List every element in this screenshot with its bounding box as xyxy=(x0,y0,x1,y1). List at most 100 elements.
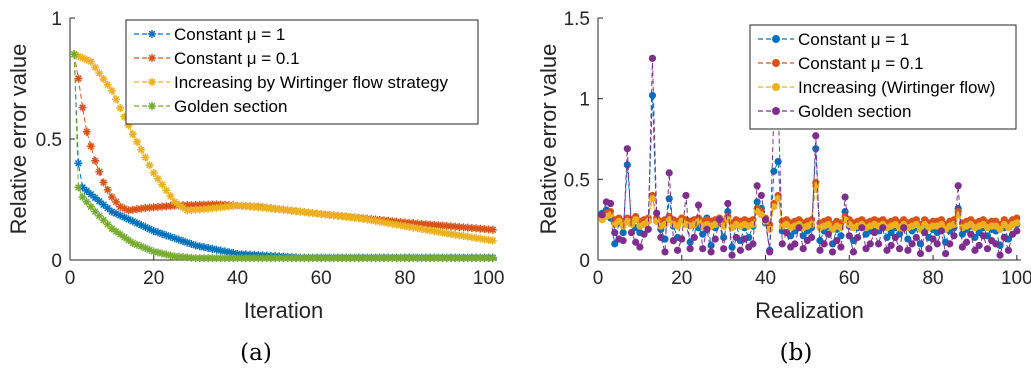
data-point xyxy=(179,203,188,212)
y-tick-label: 0 xyxy=(579,251,590,272)
data-point xyxy=(82,127,91,136)
data-point xyxy=(996,251,1004,259)
data-point xyxy=(158,202,167,211)
data-point xyxy=(183,253,192,262)
data-point xyxy=(304,208,313,217)
data-point xyxy=(887,228,895,237)
data-point xyxy=(632,238,640,246)
data-point xyxy=(665,169,673,177)
data-point xyxy=(338,254,347,263)
data-point xyxy=(107,224,116,233)
data-point xyxy=(103,220,112,229)
data-point xyxy=(774,195,782,203)
data-point xyxy=(837,243,845,251)
data-point xyxy=(887,241,895,250)
data-point xyxy=(237,254,246,263)
x-tick-label: 100 xyxy=(1001,268,1031,289)
data-point xyxy=(174,252,183,261)
data-point xyxy=(623,161,631,169)
data-point xyxy=(137,242,146,251)
data-point xyxy=(828,248,837,256)
data-point xyxy=(333,254,342,263)
legend-marker xyxy=(772,83,780,91)
data-point xyxy=(354,214,363,223)
legend-marker xyxy=(148,30,156,38)
data-point xyxy=(300,208,309,217)
data-point xyxy=(442,254,451,263)
data-point xyxy=(78,183,87,192)
data-point xyxy=(699,245,707,253)
data-point xyxy=(279,205,288,214)
data-point xyxy=(384,219,393,228)
data-point xyxy=(95,197,104,206)
x-tick-label: 80 xyxy=(394,268,415,289)
data-point xyxy=(220,254,229,263)
data-point xyxy=(149,226,158,235)
data-point xyxy=(183,238,192,247)
data-point xyxy=(770,167,778,175)
data-point xyxy=(220,247,229,256)
data-point xyxy=(107,86,116,95)
data-point xyxy=(229,202,238,211)
data-point xyxy=(392,220,401,229)
data-point xyxy=(958,243,966,251)
data-point xyxy=(170,197,179,206)
data-point xyxy=(421,220,430,229)
data-point xyxy=(78,193,87,202)
data-point xyxy=(761,216,770,224)
data-point xyxy=(908,240,916,248)
data-point xyxy=(128,130,137,139)
x-tick-label: 60 xyxy=(839,268,860,289)
data-point xyxy=(430,220,439,229)
legend-label: Golden section xyxy=(174,97,287,116)
panel-caption: (b) xyxy=(780,340,813,366)
data-point xyxy=(463,223,472,232)
data-point xyxy=(321,254,330,263)
data-point xyxy=(950,220,958,229)
data-point xyxy=(824,230,832,238)
x-tick-label: 0 xyxy=(65,268,76,289)
data-point xyxy=(728,243,736,251)
data-point xyxy=(95,69,104,78)
data-point xyxy=(459,232,468,241)
data-point xyxy=(99,178,108,187)
data-point xyxy=(958,230,966,238)
data-point xyxy=(99,200,108,209)
data-point xyxy=(795,224,803,232)
data-point xyxy=(459,223,468,232)
data-point xyxy=(446,254,455,263)
data-point xyxy=(488,236,497,245)
data-point xyxy=(682,191,690,200)
data-point xyxy=(275,254,284,263)
data-point xyxy=(99,216,108,225)
data-point xyxy=(166,192,175,201)
data-point xyxy=(233,249,242,258)
y-tick-label: 0.5 xyxy=(36,130,62,151)
panel-caption: (a) xyxy=(240,340,272,366)
data-point xyxy=(312,209,321,218)
data-point xyxy=(858,224,866,232)
data-point xyxy=(371,254,380,263)
data-point xyxy=(417,219,426,228)
y-tick-label: 0.5 xyxy=(564,170,590,191)
data-point xyxy=(346,254,355,263)
data-point xyxy=(883,246,891,254)
data-point xyxy=(191,254,200,263)
y-tick-label: 1 xyxy=(579,90,590,111)
data-point xyxy=(446,222,455,231)
data-point xyxy=(174,200,183,209)
data-point xyxy=(354,254,363,263)
data-point xyxy=(854,233,862,242)
data-point xyxy=(467,233,476,242)
data-point xyxy=(669,237,677,245)
data-point xyxy=(308,209,317,218)
data-point xyxy=(153,202,162,211)
data-point xyxy=(606,199,615,208)
x-tick-label: 0 xyxy=(593,268,604,289)
data-point xyxy=(749,220,757,229)
data-point xyxy=(388,219,397,228)
data-point xyxy=(400,222,409,231)
data-point xyxy=(388,254,397,263)
data-point xyxy=(325,254,334,263)
